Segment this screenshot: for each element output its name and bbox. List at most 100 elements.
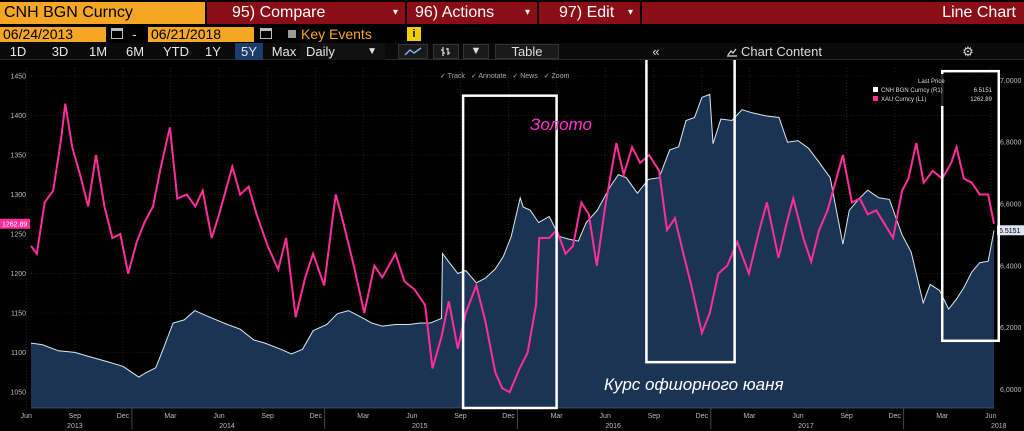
x-axis-month-label: Mar [551,413,564,420]
compare-menu[interactable]: 95) Compare ▾ [207,2,405,24]
left-axis-tick-label: 1050 [10,390,26,397]
end-date-field[interactable]: 06/21/2018 [148,27,254,42]
subtool-news[interactable]: ✓ News [512,73,538,80]
subtool-annotate[interactable]: ✓ Annotate [470,73,507,80]
right-axis-tick-label: 6,0000 [1000,387,1022,394]
legend-entry-name: XAU Curncy (L1) [881,97,926,103]
triangle-down-icon: ▼ [367,46,377,57]
x-axis-month-label: Sep [648,413,661,420]
period-bar: 1D 3D 1M 6M YTD 1Y 5Y Max Daily ▼ ▼ Table « Cha… [0,43,1024,60]
yuan-series-line [30,93,995,378]
date-separator: - [132,26,137,42]
info-icon[interactable]: i [407,27,421,41]
x-axis-month-label: Sep [69,413,82,420]
table-button[interactable]: Table [495,44,559,59]
x-axis-month-label: Sep [840,413,853,420]
x-axis-month-label: Mar [357,413,370,420]
x-axis-month-label: Jun [792,413,803,420]
x-axis-month-label: Dec [117,413,130,420]
right-axis-tick-label: 6,2000 [1000,325,1022,332]
collapse-button[interactable]: « [652,44,660,59]
x-axis-month-label: Jun [406,413,417,420]
period-button-1d[interactable]: 1D [9,44,27,59]
actions-label: 96) Actions [415,4,495,21]
left-axis-tick-label: 1300 [10,192,26,199]
key-events-checkbox[interactable] [288,30,296,38]
legend-entry-name: CNH BGN Curncy (R1) [881,88,943,94]
x-axis-month-label: Sep [261,413,274,420]
x-axis-year-label: 2017 [798,423,814,430]
chart-type-title: Line Chart [642,2,1024,24]
price-chart[interactable]: 1050 1100 1150 1200 1250 1300 1350 1400 1450 6,00… [0,60,1024,431]
x-axis-year-label: 2013 [67,423,83,430]
yuan-area [31,94,994,409]
period-button-1m[interactable]: 1M [88,44,108,59]
left-axis-tick-label: 1250 [10,232,26,239]
x-axis-month-label: Jun [213,413,224,420]
edit-label: 97) Edit [559,4,615,21]
legend-header: Last Price [918,79,945,85]
legend-entry-value: 6.5151 [974,88,993,94]
x-axis-month-label: Mar [164,413,177,420]
left-axis-tick-label: 1400 [10,113,26,120]
start-date-field[interactable]: 06/24/2013 [0,27,106,42]
period-button-6m[interactable]: 6M [125,44,145,59]
period-button-5y[interactable]: 5Y [235,43,263,60]
ticker-field[interactable]: CNH BGN Curncy [0,2,205,24]
legend-swatch [873,96,878,101]
x-axis-year-label: 2014 [219,423,235,430]
x-axis-month-label: Dec [310,413,323,420]
x-axis-month-label: Dec [696,413,709,420]
x-axis-month-label: Jun [600,413,611,420]
x-axis-year-label: 2015 [412,423,428,430]
last-price-right-label: 6.5151 [999,228,1021,235]
style-dropdown-button[interactable]: ▼ [463,44,489,59]
chart-legend: Last Price CNH BGN Curncy (R1) 6.5151 XAU C… [870,74,994,106]
chevron-down-icon: ▾ [524,7,530,18]
right-axis-tick-label: 6,6000 [1000,202,1022,209]
subtool-zoom[interactable]: ✓ Zoom [543,73,570,80]
bar-style-icon [441,47,450,56]
chart-content-label: Chart Content [741,44,822,59]
period-button-3d[interactable]: 3D [51,44,69,59]
top-toolbar: CNH BGN Curncy 95) Compare ▾ 96) Actions… [0,0,1024,26]
right-axis-tick-label: 6,4000 [1000,263,1022,270]
left-axis-tick-label: 1150 [11,311,26,318]
subtool-track[interactable]: ✓ Track [440,73,465,80]
left-axis-tick-label: 1350 [10,152,26,159]
gear-icon[interactable]: ⚙ [962,44,974,59]
chart-content-button[interactable]: Chart Content [726,43,906,60]
highlight-box [940,69,1001,343]
gold-series-line [30,103,995,394]
x-axis-month-label: Sep [454,413,467,420]
period-button-max[interactable]: Max [271,44,297,59]
edit-menu[interactable]: 97) Edit ▾ [539,2,640,24]
date-range-bar: 06/24/2013 - 06/21/2018 Key Events i [0,26,1024,43]
last-price-left-label: 1262.89 [2,221,27,228]
right-axis-tick-label: 6,8000 [1000,140,1022,147]
frequency-label: Daily [306,44,335,59]
left-axis-tick-label: 1450 [10,73,26,80]
key-events-label: Key Events [301,26,372,42]
frequency-select[interactable]: Daily ▼ [300,43,385,60]
legend-entry-value: 1262.89 [970,97,992,103]
actions-menu[interactable]: 96) Actions ▾ [407,2,537,24]
period-button-1y[interactable]: 1Y [205,44,221,59]
x-axis-month-label: Jun [21,413,32,420]
last-price-right-marker [997,225,1024,236]
chart-content-icon [727,48,737,57]
legend-background [870,74,994,106]
gold-annotation: Золото [530,115,592,134]
line-chart-button[interactable] [398,44,428,59]
period-button-ytd[interactable]: YTD [163,44,189,59]
calendar-icon[interactable] [111,28,123,39]
calendar-icon[interactable] [260,28,272,39]
line-chart-icon [404,47,422,56]
bar-style-button[interactable] [433,44,459,59]
chart-subtoolbar: ✓ Track ✓ Annotate ✓ News ✓ Zoom [440,72,575,80]
x-axis-month-label: Dec [502,413,515,420]
left-axis-tick-label: 1200 [10,271,26,278]
legend-swatch [873,87,878,92]
x-axis-year-label: 2018 [991,423,1007,430]
left-axis-tick-label: 1100 [11,350,26,357]
